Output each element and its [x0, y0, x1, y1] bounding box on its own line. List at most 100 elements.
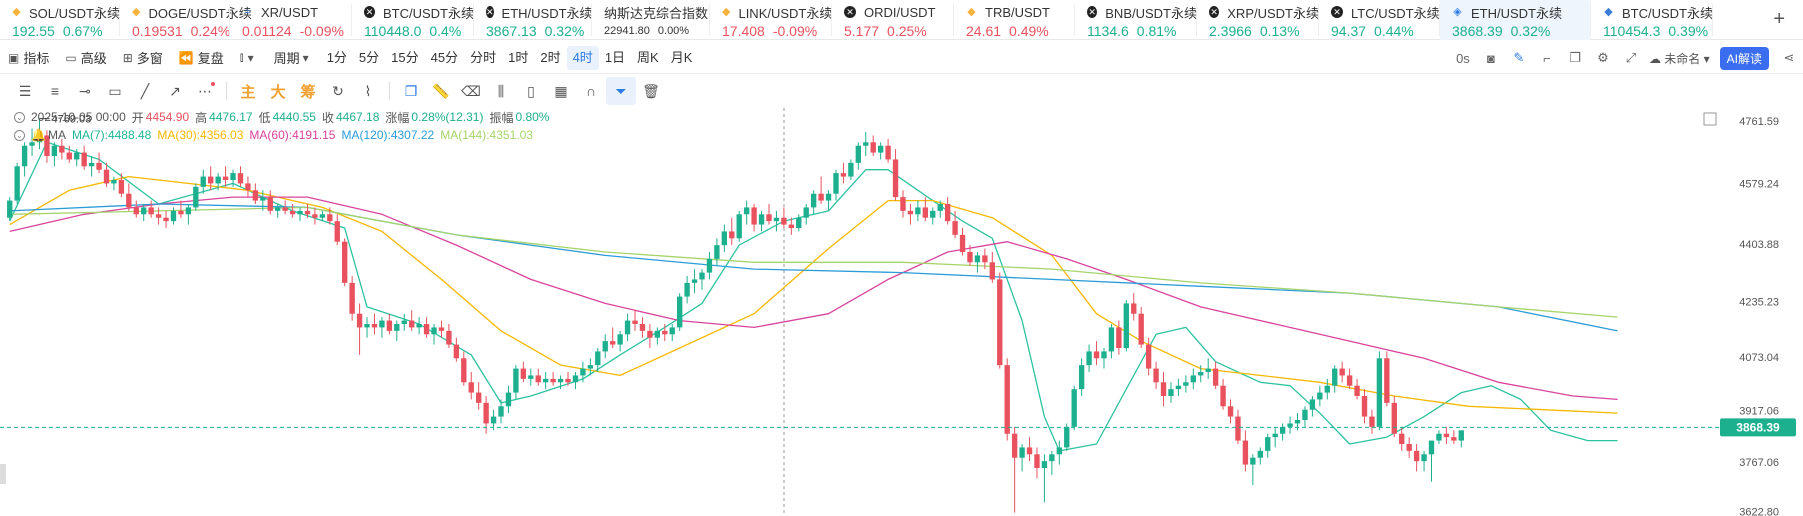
trash-icon[interactable]: 🗑	[642, 82, 660, 99]
advanced-button[interactable]: ▭ 高级	[57, 45, 114, 71]
ma-label: MA	[47, 128, 66, 142]
ticker-title: ✕ BNB/USDT永续	[1087, 3, 1197, 21]
filter-icon[interactable]: ⏷	[606, 77, 636, 105]
chart-settings-icon[interactable]: ▦	[554, 82, 568, 99]
ticker-quote: 5.177 0.25%	[844, 23, 954, 39]
countdown-label: 0s	[1456, 50, 1470, 66]
period-0[interactable]: 1分	[326, 49, 347, 65]
ticker-ltc-usdt-[interactable]: ✕ LTC/USDT永续 94.37 0.44%	[1319, 0, 1440, 40]
diamond-icon: ◆	[967, 5, 976, 18]
crop-icon[interactable]: ⌐	[1543, 50, 1551, 66]
period-1[interactable]: 5分	[358, 49, 380, 65]
parallel-lines-icon[interactable]: ≡	[50, 83, 60, 99]
candle-body	[1026, 447, 1033, 455]
collapse-icon[interactable]: ⌄	[14, 129, 25, 141]
period-9[interactable]: 周K	[637, 49, 659, 65]
pen-icon[interactable]: ✎	[1513, 50, 1525, 65]
layout-dropdown[interactable]: ☁ 未命名 ▾	[1648, 51, 1710, 66]
big-order-button[interactable]: 大	[270, 83, 286, 101]
chart-type-button[interactable]: ⫾ ▾	[232, 45, 266, 71]
candle-body	[1287, 423, 1293, 427]
add-ticker-button[interactable]: +	[1773, 8, 1785, 30]
ticker-doge-usdt-[interactable]: ◆ DOGE/USDT永续 0.19531 0.24%	[120, 0, 252, 40]
diamond-icon: ◆	[1604, 5, 1613, 18]
settings-icon[interactable]: ⚙	[1597, 50, 1609, 65]
ticker-quote: 0.01124 -0.09%	[242, 23, 352, 39]
ticker-quote: 24.61 0.49%	[966, 23, 1075, 39]
ticker-quote: 2.3966 0.13%	[1209, 23, 1319, 39]
ma-line-2	[9, 196, 1618, 401]
candle-body	[185, 207, 192, 215]
arrow-line-icon[interactable]: ↗	[169, 82, 181, 99]
ticker--[interactable]: 纳斯达克综合指数 22941.80 0.00%	[592, 0, 710, 40]
period-5[interactable]: 1时	[508, 49, 529, 65]
horizontal-lines-icon[interactable]: ☰	[18, 82, 32, 99]
candle-body	[416, 324, 422, 328]
candle-body	[1138, 313, 1144, 345]
candle-body	[1004, 365, 1010, 434]
period-4[interactable]: 分时	[470, 49, 497, 65]
more-tools-icon[interactable]: ⋯	[190, 77, 220, 105]
ticker-btc-usdt-[interactable]: ◆ BTC/USDT永续 110454.3 0.39%	[1591, 0, 1713, 40]
candle-body	[304, 210, 311, 215]
ticker-sol-usdt-[interactable]: ◆ SOL/USDT永续 192.55 0.67%	[0, 0, 120, 40]
candle-body	[1116, 327, 1122, 348]
lock-icon[interactable]: ▯	[527, 82, 535, 99]
period-8[interactable]: 1日	[604, 49, 626, 65]
ticker-btc-usdt-[interactable]: ✕ BTC/USDT永续 110448.0 0.4%	[352, 0, 474, 40]
multi-window-button[interactable]: ⊞ 多窗	[115, 45, 171, 71]
camera-icon[interactable]: ◙	[1487, 50, 1495, 66]
horizontal-ray-icon[interactable]: ⊸	[79, 82, 91, 99]
candle-body	[825, 193, 832, 201]
ticker-trb-usdt[interactable]: ◆ TRB/USDT 24.61 0.49%	[954, 0, 1075, 40]
ticker-change: 0.49%	[1009, 23, 1049, 39]
candlestick-chart[interactable]: 4769.03 3868.39 4761.59 4579.24 4403.88 4235.…	[0, 108, 1803, 516]
eraser-icon[interactable]: ⌫	[461, 82, 481, 99]
compare-icon[interactable]: ⫼	[497, 82, 505, 99]
ticker-price: 2.3966	[1209, 23, 1252, 39]
candle-body	[327, 214, 333, 222]
ticker-eth-usdt-[interactable]: ◈ ETH/USDT永续 3868.39 0.32%	[1440, 0, 1591, 40]
ticker-bnb-usdt-[interactable]: ✕ BNB/USDT永续 1134.6 0.81%	[1075, 0, 1197, 40]
period-dropdown[interactable]: 周期 ▾	[266, 45, 321, 71]
copy-drawing-icon[interactable]: ❐	[404, 82, 418, 99]
candle-body	[88, 162, 95, 167]
rewind-icon: ⏪	[178, 50, 194, 65]
candle-body	[1049, 454, 1055, 462]
bell-icon[interactable]: 🔔	[31, 128, 46, 142]
ai-interpret-button[interactable]: AI解读	[1719, 46, 1769, 70]
ticker-xrp-usdt-[interactable]: ✕ XRP/USDT永续 2.3966 0.13%	[1197, 0, 1319, 40]
ticker-ordi-usdt[interactable]: ✕ ORDI/USDT 5.177 0.25%	[832, 0, 954, 40]
candle-body	[729, 231, 735, 239]
candle-body	[356, 313, 363, 328]
candle-body	[1220, 385, 1226, 407]
period-3[interactable]: 45分	[430, 49, 459, 65]
ticker-name: BNB/USDT永续	[1105, 5, 1197, 21]
line-icon[interactable]: ╱	[140, 82, 150, 99]
period-10[interactable]: 月K	[670, 49, 693, 65]
period-7[interactable]: 4时	[566, 45, 599, 70]
period-6[interactable]: 2时	[540, 49, 561, 65]
candle-body	[602, 341, 608, 352]
fullscreen-icon[interactable]: ⤢	[1625, 50, 1637, 65]
ticker-link-usdt-[interactable]: ◆ LINK/USDT永续 17.408 -0.09%	[710, 0, 832, 40]
chip-button[interactable]: 筹	[300, 83, 316, 101]
replay-button[interactable]: ⏪ 复盘	[171, 45, 232, 71]
collapse-icon[interactable]: ⌄	[14, 111, 25, 123]
ticker-eth-usdt-[interactable]: ✕ ETH/USDT永续 3867.13 0.32%	[474, 0, 593, 40]
period-2[interactable]: 15分	[391, 49, 419, 65]
brush-icon[interactable]: ⌇	[364, 82, 372, 99]
copy-icon[interactable]: ❐	[1569, 50, 1581, 65]
magnet-icon[interactable]: ∩	[585, 83, 597, 99]
main-chart-button[interactable]: 主	[240, 83, 256, 101]
rectangle-icon[interactable]: ▭	[108, 82, 122, 99]
candle-body	[855, 145, 862, 163]
share-icon[interactable]: ⋖	[1783, 50, 1795, 65]
candle-body	[989, 262, 995, 280]
ticker-xr-usdt[interactable]: ≈ XR/USDT 0.01124 -0.09%	[230, 0, 352, 40]
ticker-name: BTC/USDT永续	[382, 5, 474, 21]
indicator-button[interactable]: ▣ 指标	[0, 45, 57, 71]
history-icon[interactable]: ↻	[332, 82, 344, 99]
ruler-icon[interactable]: 📏	[432, 82, 450, 99]
ma-value-2: MA(60):4191.15	[249, 128, 336, 142]
